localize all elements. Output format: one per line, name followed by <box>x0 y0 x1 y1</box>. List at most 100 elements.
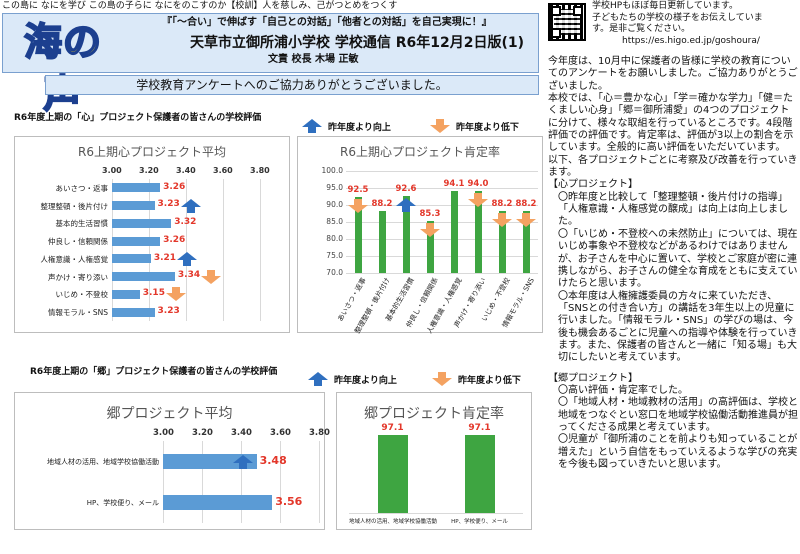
data-label: 3.21 <box>153 252 177 263</box>
category-label: 整理整頓・後片付け <box>40 201 109 211</box>
newsletter-subtitle: 『「～合い」で伸ばす「自己との対話」「他者との対話」を自己実現に！』 <box>162 17 492 28</box>
school-title: 天草市立御所浦小学校 学校通信 R6年12月2日版(1) <box>190 35 525 51</box>
legend-down: 昨年度より低下 <box>430 119 519 133</box>
gridline <box>346 205 538 206</box>
gridline <box>186 179 187 321</box>
legend-up-label: 昨年度より向上 <box>328 122 391 133</box>
data-label: 92.6 <box>395 184 417 195</box>
paragraph: 〇高い評価・肯定率でした。 <box>558 384 688 396</box>
chart-title: R6上期心プロジェクト平均 <box>78 145 226 159</box>
category-label: HP、学校便り、メール <box>86 498 159 507</box>
chart-sato-average: 郷プロジェクト平均 3.00 3.20 3.40 3.60 3.80 地域人材の活用、地域… <box>14 392 330 530</box>
bar <box>163 454 257 469</box>
paragraph: 〇本年度は人権擁護委員の方々に来ていただき、「SNSとの付き合い方」の講話を3年… <box>558 290 798 364</box>
bar <box>402 196 410 273</box>
axis-tick-label: 3.20 <box>139 166 159 175</box>
data-label: 3.23 <box>157 305 180 316</box>
paragraph: 〇昨年度と比較して「整理整頓・後片付けの指導」「人権意識・人権感覚の醸成」は向上… <box>558 191 788 228</box>
down-arrow-icon <box>432 372 452 386</box>
legend-down-2: 昨年度より低下 <box>432 372 521 386</box>
newsletter-header <box>2 13 539 73</box>
down-arrow-icon <box>468 193 488 208</box>
legend-down-label: 昨年度より低下 <box>458 375 521 386</box>
chart-kokoro-average: R6上期心プロジェクト平均 3.00 3.20 3.40 3.60 3.80 あいさつ・返… <box>14 136 290 333</box>
bar <box>464 435 495 513</box>
bar <box>112 183 161 193</box>
chart-title: R6上期心プロジェクト肯定率 <box>340 145 500 159</box>
axis-tick-label: 3.00 <box>102 166 122 175</box>
baseline <box>349 513 523 514</box>
axis-tick-label: 3.60 <box>213 166 233 175</box>
category-label: いじめ・不登校 <box>55 290 109 300</box>
gridline <box>163 441 164 523</box>
category-label: 基本的生活習慣 <box>55 219 109 229</box>
data-label: 3.32 <box>174 217 197 228</box>
sato-heading: 【郷プロジェクト】 <box>548 372 638 384</box>
chart-kokoro-positive-rate: R6上期心プロジェクト肯定率 70.0 75.0 80.0 85.0 90.0 95.0 1… <box>297 136 543 335</box>
gridline <box>346 256 538 257</box>
category-label: 声かけ・寄り添い <box>48 272 108 282</box>
bar <box>163 495 273 510</box>
section-title-kokoro: R6年度上期の「心」プロジェクト保護者の皆さんの学校評価 <box>14 113 262 123</box>
homepage-url[interactable]: https://es.higo.ed.jp/goshoura/ <box>622 35 760 46</box>
data-label: 3.34 <box>177 270 201 281</box>
gridline <box>319 441 320 523</box>
gridline <box>260 179 261 321</box>
axis-tick-label: 3.00 <box>153 428 174 438</box>
gridline <box>112 179 113 321</box>
bar <box>426 220 434 273</box>
paragraph: 〇児童が「御所浦のことを前よりも知っていることが増えた」という自信をもっていえる… <box>558 434 798 470</box>
axis-tick-label: 80.0 <box>326 234 343 243</box>
data-label: 97.1 <box>381 423 404 434</box>
axis-tick-label: 3.40 <box>176 166 196 175</box>
category-label: HP、学校便り、メール <box>451 519 508 525</box>
qr-code-icon[interactable] <box>548 3 586 41</box>
bar <box>112 218 172 228</box>
down-arrow-icon <box>348 198 368 213</box>
data-label: 88.2 <box>371 199 393 210</box>
axis-tick-label: 3.20 <box>192 428 213 438</box>
homepage-notice: 学校HPもほぼ毎日更新しています。 子どもたちの学校の様子をお伝えしていま す。… <box>592 1 797 47</box>
down-arrow-icon <box>430 119 450 133</box>
data-label: 94.0 <box>467 179 489 190</box>
gridline <box>346 222 538 223</box>
axis-tick-label: 100.0 <box>321 166 343 175</box>
gridline <box>223 179 224 321</box>
bar <box>112 254 151 264</box>
data-label: 88.2 <box>491 199 513 210</box>
down-arrow-icon <box>200 269 221 284</box>
category-label: 地域人材の活用、地域学校協働活動 <box>47 457 159 466</box>
data-label: 3.48 <box>259 453 287 467</box>
bar <box>498 211 506 273</box>
bar <box>112 272 175 282</box>
category-label: 仲良し・信頼関係 <box>48 237 108 247</box>
bar <box>378 211 386 273</box>
category-label: あいさつ・返事 <box>55 183 109 193</box>
paragraph: 今年度は、10月中に保護者の皆様に学校の教育についてのアンケートをお願いしました… <box>548 56 798 92</box>
down-arrow-icon <box>516 213 536 228</box>
gridline <box>241 441 242 523</box>
data-label: 3.56 <box>275 494 303 508</box>
category-label: 情報モラル・SNS <box>47 308 108 318</box>
gridline <box>346 273 538 274</box>
axis-tick-label: 95.0 <box>326 183 343 192</box>
paragraph: 〇「地域人材・地域教材の活用」の高評価は、学校と地域をつなぐとい窓口を地域学校協… <box>558 397 798 433</box>
homepage-line: 学校HPもほぼ毎日更新しています。 <box>592 1 739 11</box>
chart-title: 郷プロジェクト肯定率 <box>364 406 504 422</box>
category-label: 地域人材の活用、地域学校協働活動 <box>349 519 438 525</box>
legend-up: 昨年度より向上 <box>302 119 391 133</box>
axis-tick-label: 3.60 <box>270 428 291 438</box>
chart-title: 郷プロジェクト平均 <box>106 406 233 422</box>
axis-tick-label: 3.80 <box>250 166 270 175</box>
axis-tick-label: 90.0 <box>326 200 343 209</box>
bar <box>450 191 458 273</box>
axis-tick-label: 75.0 <box>326 251 343 260</box>
paragraph: 本校では、「心＝豊かな心」「学＝確かな学力」「健＝たくましい心身」「郷＝御所浦愛… <box>548 93 794 154</box>
up-arrow-icon <box>396 198 416 213</box>
down-arrow-icon <box>492 213 512 228</box>
bar <box>112 236 161 246</box>
axis-tick-label: 70.0 <box>326 268 343 277</box>
legend-up-2: 昨年度より向上 <box>308 372 397 386</box>
gridline <box>346 239 538 240</box>
newsletter-logo: 海の声 <box>23 19 102 117</box>
